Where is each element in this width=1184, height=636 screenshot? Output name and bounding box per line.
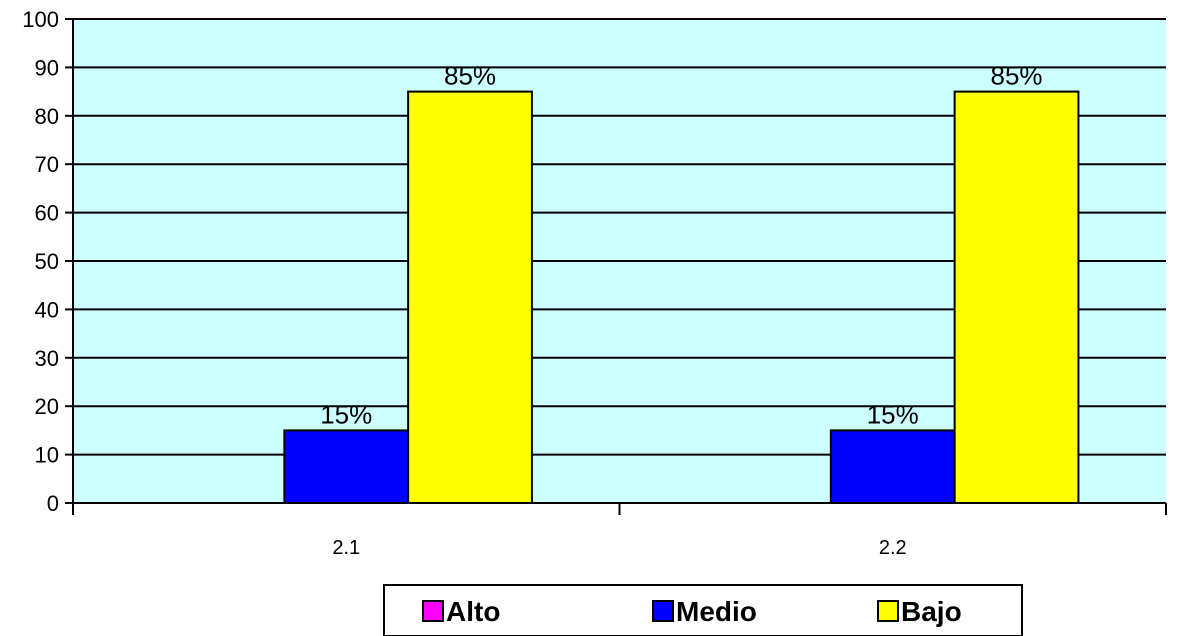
x-category-label: 2.2 [879,537,907,559]
bar-bajo-2.2 [953,90,1080,504]
legend: Alto Medio Bajo [383,584,1023,636]
y-tick-label: 30 [35,346,59,371]
data-label: 15% [867,399,919,429]
legend-swatch-bajo [877,600,899,622]
y-tick-label: 70 [35,152,59,177]
legend-swatch-alto [422,600,444,622]
y-tick-label: 90 [35,55,59,80]
y-tick-label: 100 [22,7,59,32]
bar-medio-2.2 [829,429,956,504]
x-category-label: 2.1 [332,537,360,559]
legend-label-medio: Medio [676,596,757,627]
y-tick-labels: 0 10 20 30 40 50 60 70 80 90 100 [22,7,59,516]
legend-swatch-medio [652,600,674,622]
data-label: 15% [320,399,372,429]
bar-bajo-2.1 [407,90,533,504]
data-label: 85% [444,61,496,91]
y-tick-label: 60 [35,201,59,226]
y-tick-label: 20 [35,394,59,419]
bars [283,90,1080,504]
x-category-labels: 2.1 2.2 [332,537,906,559]
legend-label-bajo: Bajo [901,596,962,627]
data-labels: 15% 85% 15% 85% [320,61,1042,430]
axes [65,18,1167,515]
y-tick-label: 10 [35,443,59,468]
data-label: 85% [991,61,1043,91]
bar-medio-2.1 [283,429,410,504]
legend-label-alto: Alto [446,596,500,627]
y-tick-label: 0 [47,491,59,516]
y-tick-label: 40 [35,297,59,322]
y-tick-label: 80 [35,104,59,129]
y-tick-label: 50 [35,249,59,274]
legend-box [383,584,1023,636]
